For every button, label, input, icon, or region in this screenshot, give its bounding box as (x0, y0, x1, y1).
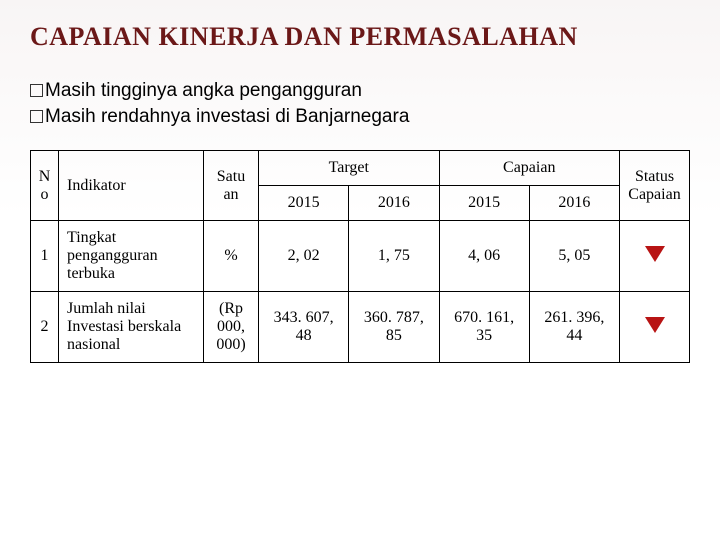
bullet-list: Masih tingginya angka pengangguran Masih… (30, 80, 690, 128)
cell-indikator: Tingkat pengangguran terbuka (59, 221, 204, 292)
col-capaian-2015: 2015 (439, 186, 529, 221)
checkbox-icon (30, 84, 43, 97)
cell-status (620, 292, 690, 363)
cell-status (620, 221, 690, 292)
col-capaian: Capaian (439, 151, 620, 186)
table-header-row: N o Indikator Satu an Target Capaian Sta… (31, 151, 690, 186)
arrow-down-icon (645, 317, 665, 333)
cell-capaian-2015: 670. 161, 35 (439, 292, 529, 363)
cell-no: 1 (31, 221, 59, 292)
cell-target-2016: 360. 787, 85 (349, 292, 439, 363)
cell-capaian-2015: 4, 06 (439, 221, 529, 292)
cell-satuan: (Rp 000, 000) (204, 292, 259, 363)
cell-satuan: % (204, 221, 259, 292)
bullet-item: Masih rendahnya investasi di Banjarnegar… (30, 106, 690, 128)
arrow-down-icon (645, 246, 665, 262)
cell-capaian-2016: 5, 05 (529, 221, 619, 292)
col-target: Target (259, 151, 440, 186)
cell-target-2015: 343. 607, 48 (259, 292, 349, 363)
cell-indikator: Jumlah nilai Investasi berskala nasional (59, 292, 204, 363)
col-no: N o (31, 151, 59, 221)
col-status: Status Capaian (620, 151, 690, 221)
bullet-text: tingginya angka pengangguran (96, 80, 362, 101)
col-target-2015: 2015 (259, 186, 349, 221)
checkbox-icon (30, 110, 43, 123)
col-satuan: Satu an (204, 151, 259, 221)
bullet-text: rendahnya investasi di Banjarnegara (96, 106, 410, 127)
col-indikator: Indikator (59, 151, 204, 221)
cell-target-2015: 2, 02 (259, 221, 349, 292)
col-target-2016: 2016 (349, 186, 439, 221)
cell-target-2016: 1, 75 (349, 221, 439, 292)
cell-no: 2 (31, 292, 59, 363)
data-table: N o Indikator Satu an Target Capaian Sta… (30, 150, 690, 363)
slide-title: CAPAIAN KINERJA DAN PERMASALAHAN (30, 22, 690, 52)
bullet-item: Masih tingginya angka pengangguran (30, 80, 690, 102)
col-capaian-2016: 2016 (529, 186, 619, 221)
cell-capaian-2016: 261. 396, 44 (529, 292, 619, 363)
bullet-prefix: Masih (45, 80, 96, 101)
bullet-prefix: Masih (45, 106, 96, 127)
table-row: 2 Jumlah nilai Investasi berskala nasion… (31, 292, 690, 363)
table-row: 1 Tingkat pengangguran terbuka % 2, 02 1… (31, 221, 690, 292)
